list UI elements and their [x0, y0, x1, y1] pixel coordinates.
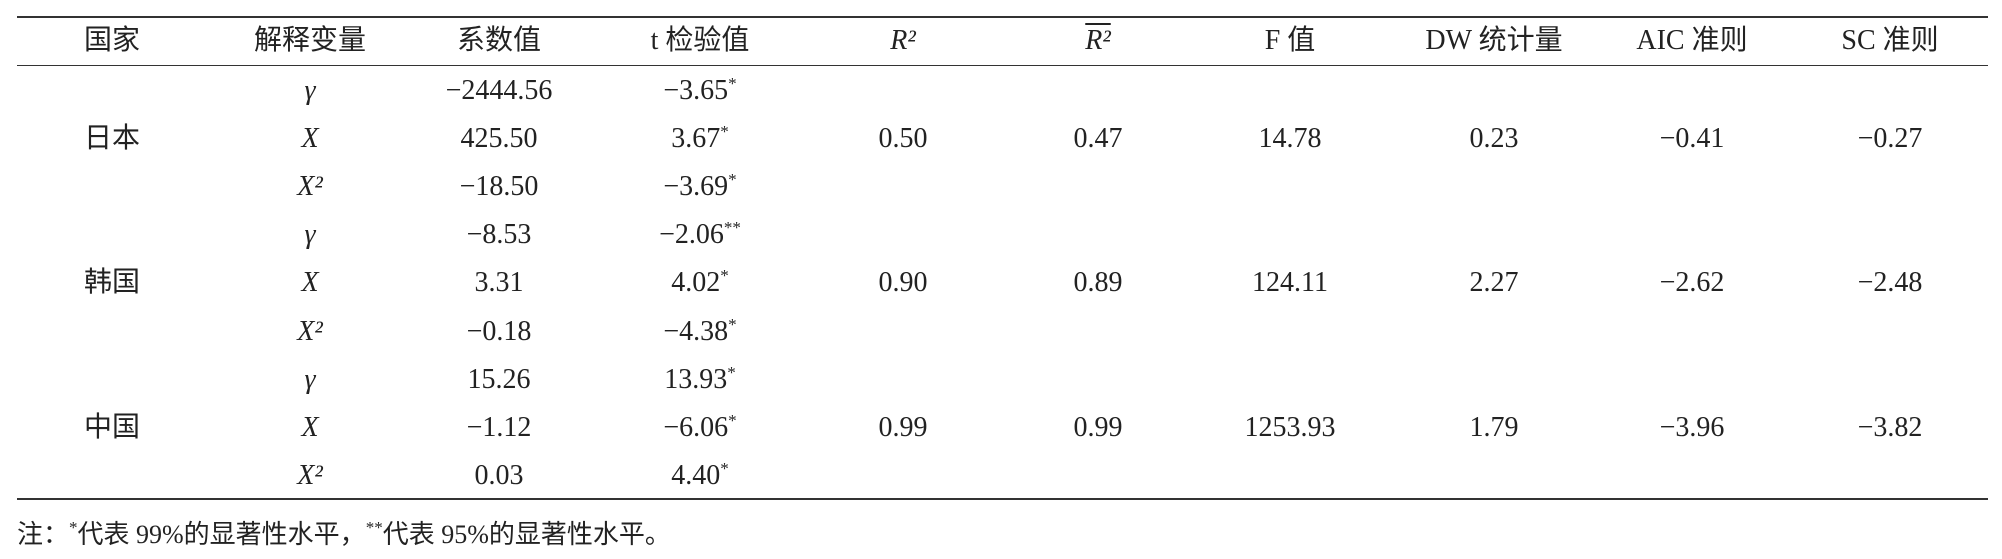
header-cell: F 值: [1264, 25, 1316, 56]
significance-mark: *: [720, 266, 729, 286]
stat-cell: 1253.93: [1244, 411, 1336, 443]
coefficient-cell: −1.12: [466, 411, 532, 443]
stat-cell: −2.62: [1659, 267, 1725, 299]
coefficient-cell: −2444.56: [445, 75, 553, 106]
header-rule: [17, 65, 1988, 66]
t-value-cell: −2.06**: [659, 218, 741, 251]
significance-mark: **: [723, 218, 741, 238]
stat-cell: 0.50: [878, 123, 928, 155]
variable-cell: X: [301, 411, 319, 443]
note-mark: **: [365, 518, 383, 537]
stat-cell: 1.79: [1469, 411, 1519, 443]
stat-cell: −0.41: [1659, 123, 1725, 155]
variable-cell: X²: [297, 459, 323, 491]
stat-cell: 0.99: [1073, 411, 1123, 443]
significance-mark: *: [728, 410, 737, 430]
t-value: −2.06: [659, 219, 724, 251]
coefficient-cell: 425.50: [460, 123, 538, 155]
header-cell: R²: [1085, 25, 1111, 56]
t-value-cell: −3.69*: [663, 170, 737, 203]
significance-mark: *: [720, 458, 729, 478]
t-value-cell: −4.38*: [663, 314, 737, 347]
country-cell: 中国: [83, 411, 141, 443]
significance-mark: *: [728, 74, 737, 93]
coefficient-cell: −0.18: [466, 315, 532, 347]
note-mark: *: [69, 518, 78, 537]
t-value-cell: 4.02*: [671, 266, 729, 299]
coefficient-cell: −8.53: [466, 219, 532, 251]
stat-cell: 0.89: [1073, 267, 1123, 299]
variable-cell: γ: [304, 75, 316, 106]
variable-cell: X²: [297, 171, 323, 203]
t-value: −4.38: [663, 315, 729, 347]
variable-cell: X: [301, 123, 319, 155]
variable-cell: γ: [304, 219, 316, 251]
top-rule: [17, 16, 1988, 18]
t-value: 4.40: [671, 459, 721, 491]
variable-cell: γ: [304, 363, 316, 395]
note-text: 代表 95%的显著性水平。: [382, 520, 671, 549]
header-cell: SC 准则: [1841, 25, 1939, 56]
header-cell: 国家: [83, 25, 141, 56]
t-value-cell: −3.65*: [663, 74, 737, 106]
stat-cell: −2.48: [1857, 267, 1923, 299]
significance-mark: *: [727, 362, 736, 382]
stat-cell: 0.47: [1073, 123, 1123, 155]
coefficient-cell: −18.50: [459, 171, 539, 203]
t-value-cell: 3.67*: [671, 122, 729, 155]
stat-cell: 0.99: [878, 411, 928, 443]
header-cell: DW 统计量: [1425, 25, 1563, 56]
significance-mark: *: [728, 314, 737, 334]
header-cell: AIC 准则: [1636, 25, 1748, 56]
t-value: −3.69: [663, 171, 729, 203]
stat-cell: −3.96: [1659, 411, 1725, 443]
stat-cell: −0.27: [1857, 123, 1923, 155]
variable-cell: X: [301, 267, 319, 299]
t-value: 13.93: [664, 363, 728, 395]
significance-mark: *: [720, 122, 729, 142]
t-value-cell: 13.93*: [664, 362, 736, 395]
stat-cell: −3.82: [1857, 411, 1923, 443]
t-value: −6.06: [663, 411, 729, 443]
note: 注：*代表 99%的显著性水平，**代表 95%的显著性水平。: [17, 518, 671, 550]
t-value: −3.65: [663, 75, 729, 106]
stat-cell: 14.78: [1258, 123, 1322, 155]
note-text: 代表 99%的显著性水平，: [77, 520, 366, 549]
variable-cell: X²: [297, 315, 323, 347]
country-cell: 韩国: [83, 267, 141, 299]
stat-cell: 0.90: [878, 267, 928, 299]
t-value-cell: −6.06*: [663, 410, 737, 443]
stat-cell: 0.23: [1469, 123, 1519, 155]
header-cell: R²: [890, 25, 916, 56]
bottom-rule: [17, 498, 1988, 500]
stat-cell: 2.27: [1469, 267, 1519, 299]
significance-mark: *: [728, 170, 737, 190]
country-cell: 日本: [83, 123, 141, 155]
t-value-cell: 4.40*: [671, 458, 729, 491]
coefficient-cell: 15.26: [467, 363, 531, 395]
coefficient-cell: 0.03: [474, 459, 524, 491]
header-cell: t 检验值: [650, 25, 750, 56]
header-cell: 解释变量: [253, 25, 367, 56]
header-cell: 系数值: [456, 25, 542, 56]
t-value: 3.67: [671, 123, 721, 155]
t-value: 4.02: [671, 267, 721, 299]
note-prefix: 注：: [17, 520, 70, 549]
stat-cell: 124.11: [1252, 267, 1328, 299]
coefficient-cell: 3.31: [474, 267, 524, 299]
